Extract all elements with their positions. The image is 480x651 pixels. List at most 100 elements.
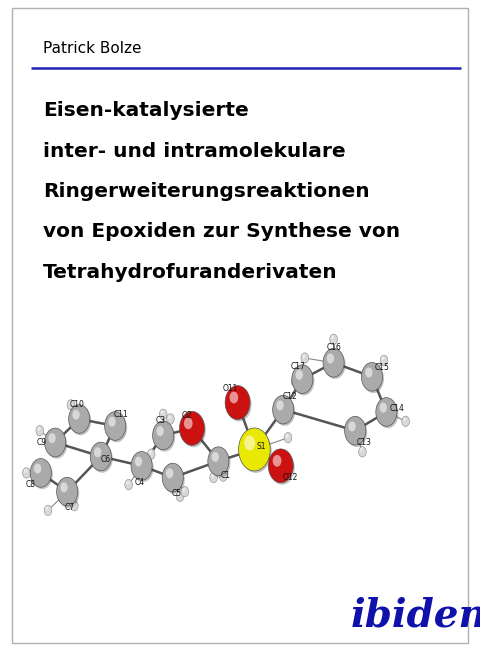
Circle shape [106, 413, 127, 442]
Text: C5: C5 [171, 489, 182, 498]
Text: von Epoxiden zur Synthese von: von Epoxiden zur Synthese von [43, 222, 400, 242]
Circle shape [293, 367, 314, 395]
Circle shape [377, 400, 398, 428]
Text: C17: C17 [290, 361, 305, 370]
Circle shape [60, 482, 68, 492]
Circle shape [46, 430, 67, 459]
Text: C4: C4 [134, 478, 144, 488]
Circle shape [44, 505, 52, 516]
Text: C10: C10 [70, 400, 84, 409]
Text: inter- und intramolekulare: inter- und intramolekulare [43, 141, 346, 161]
Circle shape [346, 419, 367, 447]
Circle shape [345, 417, 366, 445]
Circle shape [291, 376, 299, 387]
Circle shape [92, 444, 113, 473]
Circle shape [229, 392, 238, 404]
Circle shape [24, 469, 27, 473]
Circle shape [58, 479, 79, 508]
Circle shape [32, 460, 53, 489]
Text: C16: C16 [326, 342, 341, 352]
Circle shape [67, 400, 75, 410]
Circle shape [46, 506, 48, 510]
Circle shape [149, 450, 152, 454]
Circle shape [164, 465, 185, 494]
Circle shape [348, 421, 356, 432]
Circle shape [153, 421, 174, 450]
Circle shape [402, 416, 409, 426]
Circle shape [108, 417, 116, 427]
Text: S1: S1 [257, 441, 266, 450]
Text: ibidem: ibidem [350, 596, 480, 634]
Circle shape [219, 471, 227, 481]
Circle shape [239, 428, 270, 471]
Circle shape [361, 363, 383, 391]
Circle shape [273, 455, 281, 467]
Text: C12: C12 [283, 392, 297, 401]
Text: C6: C6 [100, 455, 111, 464]
Circle shape [276, 400, 284, 410]
Circle shape [70, 407, 91, 436]
Text: C1: C1 [221, 471, 230, 480]
Circle shape [182, 488, 185, 492]
Circle shape [211, 474, 214, 478]
Circle shape [161, 410, 164, 414]
Circle shape [37, 427, 40, 431]
Circle shape [380, 402, 387, 413]
Text: C8: C8 [25, 480, 35, 489]
Circle shape [292, 365, 313, 393]
Circle shape [331, 335, 334, 339]
Circle shape [132, 454, 154, 482]
Circle shape [208, 447, 229, 475]
Circle shape [126, 480, 129, 484]
Circle shape [324, 350, 346, 379]
Circle shape [380, 355, 388, 366]
Circle shape [131, 452, 152, 480]
Circle shape [178, 492, 180, 496]
Text: O11: O11 [223, 383, 238, 393]
Circle shape [209, 449, 230, 477]
Circle shape [286, 434, 288, 437]
Circle shape [382, 357, 384, 361]
Circle shape [71, 501, 78, 511]
Circle shape [167, 414, 174, 424]
Circle shape [363, 365, 384, 393]
Circle shape [212, 452, 219, 462]
Circle shape [327, 353, 334, 363]
Circle shape [244, 436, 255, 450]
Circle shape [94, 447, 101, 457]
Text: Patrick Bolze: Patrick Bolze [43, 41, 142, 57]
Circle shape [273, 395, 294, 424]
Circle shape [154, 423, 175, 452]
Circle shape [359, 447, 366, 457]
Circle shape [69, 405, 90, 434]
Circle shape [23, 467, 30, 478]
Circle shape [34, 464, 41, 474]
Circle shape [57, 477, 78, 506]
Circle shape [210, 473, 217, 483]
Circle shape [181, 486, 189, 497]
Circle shape [284, 432, 292, 443]
Circle shape [330, 334, 337, 344]
Circle shape [166, 468, 173, 478]
Circle shape [125, 479, 132, 490]
Circle shape [240, 430, 272, 473]
Circle shape [168, 415, 171, 419]
Circle shape [227, 387, 252, 421]
Circle shape [72, 502, 75, 506]
Circle shape [221, 472, 224, 476]
Text: C15: C15 [374, 363, 389, 372]
Circle shape [225, 385, 250, 419]
Circle shape [147, 449, 155, 460]
Text: C7: C7 [64, 503, 75, 512]
Circle shape [36, 426, 44, 436]
Text: O12: O12 [283, 473, 298, 482]
Circle shape [159, 409, 167, 419]
Circle shape [180, 411, 204, 445]
Text: C11: C11 [114, 409, 128, 419]
Circle shape [323, 348, 344, 377]
Circle shape [360, 448, 363, 452]
Text: O2: O2 [182, 411, 192, 420]
Circle shape [365, 367, 372, 378]
Circle shape [30, 458, 51, 487]
Text: Tetrahydrofuranderivaten: Tetrahydrofuranderivaten [43, 262, 338, 282]
